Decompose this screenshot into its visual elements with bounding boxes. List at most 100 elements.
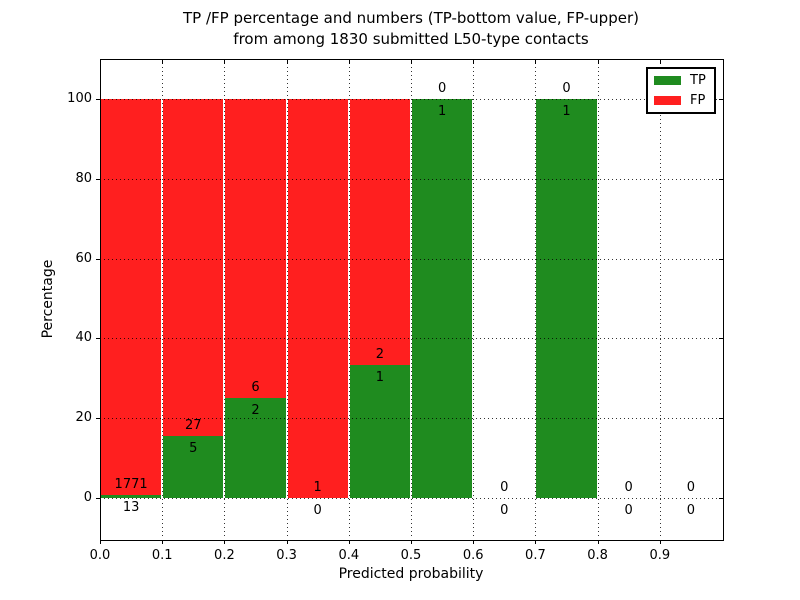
x-axis-label: Predicted probability — [338, 566, 484, 582]
bar-tp-segment — [163, 435, 224, 498]
x-tick — [473, 540, 475, 544]
chart-title: TP /FP percentage and numbers (TP-bottom… — [0, 8, 800, 50]
bar-tp-segment — [536, 98, 597, 498]
y-axis-label: Percentage — [40, 259, 56, 339]
x-tick-label: 0.9 — [649, 548, 671, 563]
y-tick — [96, 98, 100, 100]
fp-count-label: 0 — [562, 80, 571, 96]
bar-tp-segment — [101, 494, 162, 498]
x-tick — [224, 60, 226, 64]
x-tick — [659, 60, 661, 64]
tp-swatch-icon — [654, 76, 681, 86]
x-tick — [162, 60, 164, 64]
tp-count-label: 1 — [437, 103, 447, 119]
x-tick — [411, 60, 412, 64]
x-tick — [100, 60, 101, 64]
x-tick-label: 0.2 — [214, 548, 235, 563]
x-tick-label: 0.0 — [89, 548, 111, 563]
x-tick — [224, 540, 226, 544]
x-tick-label: 0.1 — [151, 548, 173, 563]
fp-swatch-icon — [654, 95, 681, 105]
x-tick — [100, 540, 101, 544]
tp-count-label: 0 — [686, 502, 696, 518]
bar-fp-segment — [349, 98, 410, 365]
y-tick — [719, 258, 723, 260]
bar-fp-segment — [287, 98, 348, 498]
x-tick-label: 0.3 — [276, 548, 297, 563]
x-tick-label: 0.8 — [587, 548, 608, 563]
x-tick-label: 0.6 — [462, 548, 484, 563]
fp-count-label: 0 — [500, 479, 509, 495]
legend-label-fp: FP — [690, 92, 706, 108]
y-tick-label: 100 — [67, 90, 92, 106]
y-tick — [719, 98, 723, 100]
fp-count-label: 0 — [624, 479, 633, 495]
x-tick — [659, 540, 661, 544]
x-tick — [348, 60, 350, 64]
y-tick-label: 40 — [75, 330, 92, 346]
tp-count-label: 2 — [251, 403, 260, 419]
x-tick-label: 0.5 — [400, 548, 422, 563]
x-tick — [286, 540, 288, 544]
bar-fp-segment — [163, 98, 224, 436]
x-gridline — [659, 59, 661, 539]
y-tick-label: 20 — [75, 410, 92, 426]
chart-title-line2: from among 1830 submitted L50-type conta… — [233, 30, 589, 48]
x-tick — [597, 540, 599, 544]
bar-fp-segment — [101, 98, 162, 495]
fp-count-label: 1771 — [114, 476, 148, 492]
x-gridline — [286, 59, 288, 539]
x-gridline — [473, 59, 475, 539]
tp-count-label: 1 — [562, 103, 571, 119]
y-tick — [719, 178, 723, 180]
y-tick — [719, 418, 723, 420]
y-tick — [96, 178, 100, 180]
x-tick — [348, 540, 350, 544]
x-tick — [535, 60, 537, 64]
x-tick — [286, 60, 288, 64]
x-gridline — [224, 59, 226, 539]
y-tick-label: 60 — [75, 250, 92, 266]
y-tick — [96, 497, 100, 499]
bar-tp-segment — [412, 98, 473, 498]
tp-count-label: 0 — [313, 502, 322, 518]
y-tick — [96, 258, 100, 260]
tp-count-label: 0 — [624, 502, 633, 518]
bar-tp-segment — [349, 364, 410, 498]
x-gridline — [411, 59, 412, 539]
bar-tp-segment — [225, 398, 286, 498]
y-tick-label: 80 — [75, 170, 92, 186]
x-tick — [535, 540, 537, 544]
y-tick — [96, 418, 100, 420]
x-tick-label: 0.4 — [338, 548, 360, 563]
x-gridline — [162, 59, 164, 539]
fp-count-label: 2 — [375, 346, 385, 362]
x-gridline — [348, 59, 350, 539]
x-tick — [162, 540, 164, 544]
y-tick-label: 0 — [83, 489, 92, 505]
y-tick — [96, 338, 100, 340]
tp-count-label: 1 — [375, 369, 385, 385]
fp-count-label: 1 — [313, 479, 322, 495]
fp-count-label: 27 — [185, 417, 202, 433]
legend-item-tp: TP — [654, 73, 708, 88]
x-gridline — [535, 59, 537, 539]
fp-count-label: 6 — [251, 380, 260, 396]
x-tick-label: 0.7 — [525, 548, 546, 563]
legend-item-fp: FP — [654, 93, 708, 108]
x-tick — [411, 540, 412, 544]
x-gridline — [597, 59, 599, 539]
y-tick — [719, 497, 723, 499]
fp-count-label: 0 — [437, 80, 447, 96]
tp-count-label: 5 — [189, 440, 198, 456]
fp-count-label: 0 — [686, 479, 696, 495]
y-tick — [719, 338, 723, 340]
x-tick — [597, 60, 599, 64]
legend: TP FP — [646, 67, 716, 114]
chart-title-line1: TP /FP percentage and numbers (TP-bottom… — [183, 9, 639, 27]
legend-label-tp: TP — [690, 73, 706, 89]
tp-count-label: 13 — [122, 499, 140, 515]
bar-fp-segment — [225, 98, 286, 399]
x-tick — [473, 60, 475, 64]
